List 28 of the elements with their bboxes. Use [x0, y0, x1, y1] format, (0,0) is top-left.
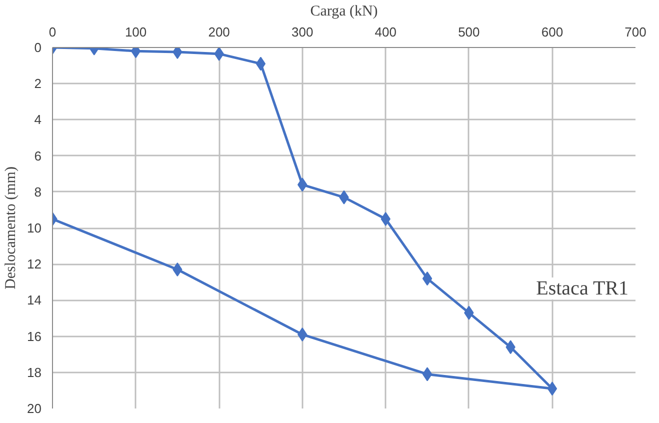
annotation: Estaca TR1: [536, 278, 629, 300]
x-tick-label: 0: [48, 24, 56, 40]
y-tick-label: 8: [34, 184, 42, 200]
point: [256, 56, 266, 71]
point: [422, 272, 432, 286]
x-tick-label: 400: [374, 24, 396, 40]
point: [547, 382, 558, 396]
y-tick-label: 14: [27, 292, 42, 308]
y-tick-label: 18: [27, 364, 42, 380]
point: [422, 367, 432, 382]
x-tick-label: 200: [208, 24, 230, 40]
y-tick-label: 10: [27, 220, 42, 236]
x-axis-title: Carga (kN): [310, 4, 378, 20]
y-tick-label: 20: [27, 401, 42, 416]
y-tick-label: 0: [34, 40, 42, 55]
x-tick-label: 600: [541, 24, 564, 40]
y-tick-label: 4: [34, 112, 42, 128]
x-tick-label: 700: [624, 24, 646, 40]
y-tick-label: 12: [27, 256, 42, 272]
y-tick-label: 6: [34, 148, 42, 164]
y-tick-label: 2: [34, 76, 42, 92]
x-tick-label: 500: [458, 24, 480, 40]
point: [214, 48, 224, 61]
x-tick-label: 100: [124, 24, 147, 40]
x-tick-label: 300: [292, 24, 314, 40]
point: [172, 48, 182, 60]
y-tick-label: 16: [27, 328, 42, 344]
y-axis-title: Deslocamento (mm): [3, 166, 20, 290]
